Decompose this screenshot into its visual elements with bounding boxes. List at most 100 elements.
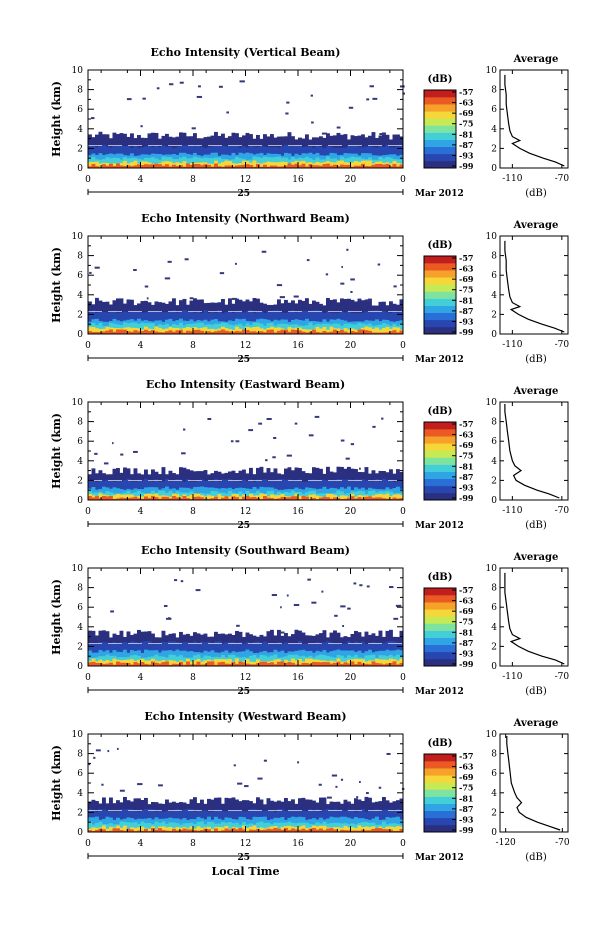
echo-cell: [102, 164, 106, 168]
echo-cell: [161, 165, 166, 168]
colorbar-swatch: [424, 485, 456, 494]
colorbar-swatch: [424, 319, 456, 328]
echo-cell: [235, 497, 239, 500]
echo-cell: [158, 663, 162, 666]
echo-cell: [158, 498, 162, 500]
echo-cell: [343, 825, 348, 832]
echo-cell: [354, 329, 358, 334]
echo-cell: [385, 829, 390, 832]
echo-cell: [389, 331, 393, 334]
echo-cell: [270, 498, 274, 500]
x-tick-label: 12: [240, 507, 251, 517]
echo-cell: [140, 161, 145, 168]
echo-cell: [109, 662, 113, 666]
echo-cell: [116, 157, 120, 168]
echo-cell: [245, 659, 250, 666]
colorbar-tick-label: -99: [459, 493, 474, 503]
colorbar-tick-label: -69: [459, 440, 474, 450]
echo-cell: [200, 821, 204, 832]
echo-speck: [140, 125, 143, 128]
echo-cell: [175, 494, 180, 500]
echo-cell: [354, 496, 358, 500]
colorbar-swatch: [424, 118, 456, 126]
echo-cell: [95, 822, 99, 832]
echo-cell: [305, 156, 309, 168]
echo-cell: [343, 165, 348, 168]
echo-cell: [119, 821, 124, 832]
x-tick-label: 16: [292, 507, 304, 517]
echo-cell: [172, 496, 176, 500]
echo-cell: [294, 329, 299, 334]
echo-speck: [144, 285, 149, 288]
echo-cell: [322, 330, 327, 334]
echo-cell: [371, 828, 376, 832]
y-tick-label: 8: [77, 252, 83, 262]
echo-speck: [359, 780, 361, 783]
echo-cell: [88, 821, 92, 832]
echo-cell: [392, 163, 397, 168]
echo-cell: [364, 166, 369, 168]
echo-cell: [189, 664, 194, 666]
echo-cell: [350, 166, 355, 168]
echo-cell: [326, 493, 330, 500]
colorbar-tick-label: -99: [459, 825, 474, 835]
echo-speck: [372, 425, 376, 428]
average-title: Average: [513, 718, 559, 729]
average-y-tick-label: 8: [491, 86, 497, 96]
date-label: 25: [238, 521, 251, 531]
echo-cell: [196, 486, 201, 500]
echo-cell: [200, 162, 204, 168]
echo-cell: [350, 156, 355, 168]
echo-cell: [221, 827, 225, 832]
echo-cell: [168, 330, 173, 334]
colorbar-swatch: [424, 422, 456, 430]
echo-cell: [315, 331, 320, 334]
echo-cell: [189, 331, 194, 334]
echo-speck: [377, 263, 381, 266]
echo-cell: [95, 161, 99, 168]
echo-cell: [158, 661, 162, 666]
colorbar-tick-label: -81: [459, 627, 473, 637]
echo-cell: [242, 496, 246, 500]
echo-cell: [301, 655, 306, 666]
echo-cell: [105, 165, 110, 168]
average-y-tick-label: 2: [491, 642, 497, 652]
echo-cell: [287, 830, 292, 832]
echo-speck: [353, 582, 357, 585]
echo-speck: [386, 752, 391, 755]
echo-speck: [366, 585, 370, 588]
echo-cell: [224, 160, 229, 168]
echo-speck: [126, 98, 132, 101]
x-tick-label: 0: [400, 175, 406, 185]
echo-cell: [273, 165, 278, 168]
echo-cell: [249, 664, 253, 666]
echo-cell: [175, 663, 180, 666]
echo-cell: [277, 166, 281, 168]
x-tick-label: 16: [292, 673, 304, 683]
echo-cell: [116, 163, 120, 168]
echo-speck: [132, 450, 138, 453]
echo-cell: [396, 327, 400, 334]
echo-cell: [347, 827, 351, 832]
echo-cell: [116, 828, 120, 832]
colorbar-swatch: [424, 256, 456, 264]
echo-cell: [203, 498, 208, 500]
echo-cell: [354, 491, 358, 500]
echo-cell: [161, 826, 166, 832]
echo-cell: [109, 329, 113, 334]
echo-cell: [144, 660, 148, 666]
colorbar-tick-label: -87: [459, 140, 473, 150]
echo-cell: [375, 663, 379, 666]
colorbar-tick-label: -93: [459, 648, 474, 658]
average-y-tick-label: 10: [486, 232, 498, 242]
colorbar-swatch: [424, 637, 456, 646]
echo-cell: [263, 487, 267, 500]
echo-cell: [326, 656, 330, 666]
echo-cell: [378, 663, 383, 666]
average-x-tick-label: -110: [502, 174, 522, 184]
echo-cell: [168, 664, 173, 666]
echo-cell: [256, 829, 260, 832]
date-label: 25: [238, 189, 251, 199]
echo-cell: [280, 479, 285, 500]
echo-cell: [287, 326, 292, 334]
